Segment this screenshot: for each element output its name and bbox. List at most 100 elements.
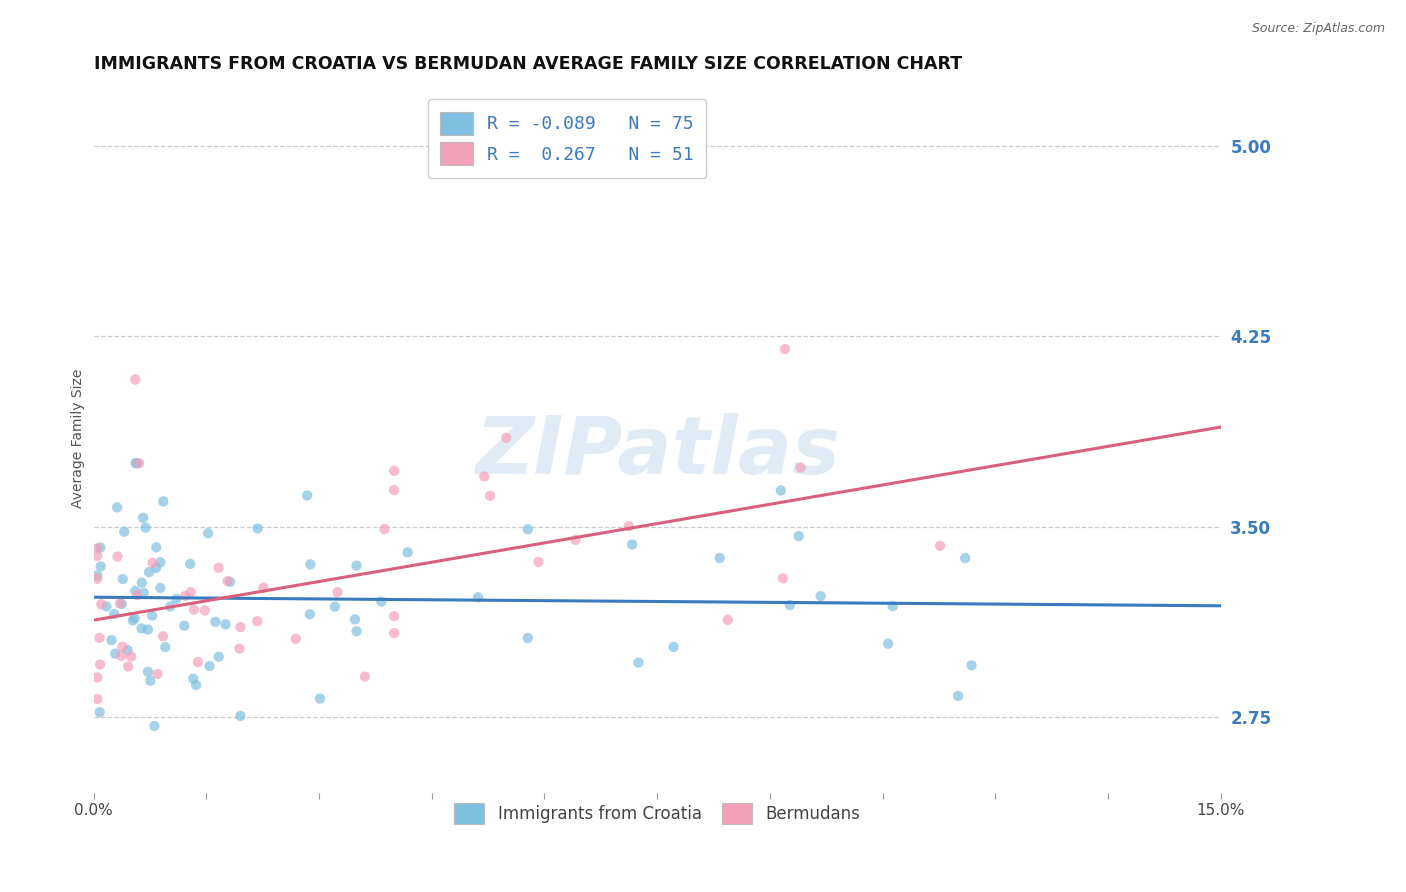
Point [382,483,405,497]
Point [187,655,209,669]
Point [246,521,269,535]
Point [298,607,321,622]
Point [107,549,129,564]
Point [149,555,172,569]
Point [125,588,148,602]
Point [479,489,502,503]
Point [228,641,250,656]
Point [112,524,135,539]
Point [89,657,111,672]
Point [111,597,134,611]
Point [181,672,204,686]
Point [382,464,405,478]
Point [100,633,122,648]
Text: ZIPatlas: ZIPatlas [475,413,839,491]
Point [146,667,169,681]
Point [108,597,131,611]
Point [779,598,801,612]
Point [143,719,166,733]
Point [110,648,132,663]
Point [86,541,108,556]
Point [773,342,796,356]
Point [323,599,346,614]
Point [173,618,195,632]
Point [197,526,219,541]
Point [929,539,952,553]
Point [214,617,236,632]
Point [564,533,586,547]
Point [90,559,112,574]
Point [103,607,125,621]
Point [155,640,177,654]
Point [138,565,160,579]
Point [105,500,128,515]
Point [343,612,366,626]
Point [90,597,112,611]
Point [627,656,650,670]
Point [882,599,904,614]
Y-axis label: Average Family Size: Average Family Size [72,368,86,508]
Point [207,560,229,574]
Point [152,629,174,643]
Point [86,692,108,706]
Point [877,637,900,651]
Point [354,670,377,684]
Point [86,549,108,563]
Point [295,488,318,502]
Point [516,522,538,536]
Point [717,613,740,627]
Point [204,615,226,629]
Point [953,551,976,566]
Point [709,551,731,566]
Point [132,586,155,600]
Point [165,591,187,606]
Point [184,678,207,692]
Point [621,537,644,551]
Point [346,558,368,573]
Point [787,529,810,543]
Point [346,624,368,639]
Point [326,585,349,599]
Point [299,558,322,572]
Point [662,640,685,654]
Point [229,709,252,723]
Point [117,643,139,657]
Point [124,456,146,470]
Point [284,632,307,646]
Point [495,431,517,445]
Point [173,816,195,830]
Point [527,555,550,569]
Point [772,571,794,585]
Point [149,581,172,595]
Point [174,589,197,603]
Point [132,511,155,525]
Point [252,581,274,595]
Point [86,572,108,586]
Point [946,689,969,703]
Point [142,556,165,570]
Point [960,658,983,673]
Point [180,585,202,599]
Point [124,583,146,598]
Point [789,460,811,475]
Point [145,541,167,555]
Point [86,568,108,582]
Point [111,572,134,586]
Point [86,670,108,684]
Point [89,631,111,645]
Point [472,469,495,483]
Point [229,620,252,634]
Point [183,602,205,616]
Point [145,561,167,575]
Point [89,705,111,719]
Point [382,609,405,624]
Point [246,614,269,628]
Point [96,599,118,614]
Point [309,691,332,706]
Point [89,541,111,555]
Point [104,647,127,661]
Point [198,659,221,673]
Point [124,611,146,625]
Text: IMMIGRANTS FROM CROATIA VS BERMUDAN AVERAGE FAMILY SIZE CORRELATION CHART: IMMIGRANTS FROM CROATIA VS BERMUDAN AVER… [94,55,962,73]
Point [136,623,159,637]
